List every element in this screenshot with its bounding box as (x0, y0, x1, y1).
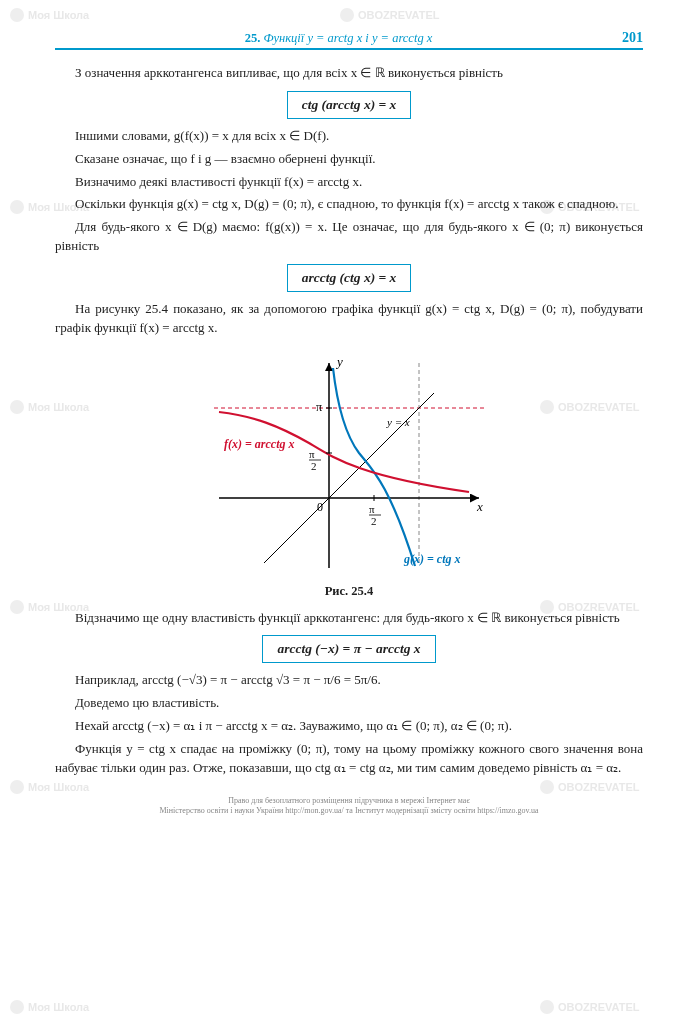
footer-note: Право для безоплатного розміщення підруч… (55, 796, 643, 817)
paragraph: Оскільки функція g(x) = ctg x, D(g) = (0… (55, 195, 643, 214)
header-title-text: Функції y = arctg x і y = arcctg x (263, 31, 432, 45)
paragraph: Функція y = ctg x спадає на проміжку (0;… (55, 740, 643, 778)
paragraph: На рисунку 25.4 показано, як за допомого… (55, 300, 643, 338)
paragraph: Для будь-якого x ∈ D(g) маємо: f(g(x)) =… (55, 218, 643, 256)
chart-svg: y x π π 2 π 2 0 y = x f(x) = arcctg x g(… (209, 348, 489, 578)
y-axis-label: y (335, 354, 343, 369)
footer-line-1: Право для безоплатного розміщення підруч… (55, 796, 643, 806)
formula-box-wrap: arcctg (ctg x) = x (55, 264, 643, 292)
svg-text:0: 0 (317, 500, 323, 514)
g-curve-label: g(x) = ctg x (403, 552, 461, 566)
svg-text:2: 2 (371, 515, 377, 527)
paragraph: Сказане означає, що f і g — взаємно обер… (55, 150, 643, 169)
paragraph: Доведемо цю властивість. (55, 694, 643, 713)
f-curve-label: f(x) = arcctg x (224, 437, 294, 451)
page-header: 25. Функції y = arctg x і y = arcctg x 2… (55, 30, 643, 50)
figure-caption: Рис. 25.4 (55, 584, 643, 599)
svg-text:y = x: y = x (386, 416, 410, 428)
svg-text:π: π (316, 400, 322, 414)
formula-box-wrap: arcctg (−x) = π − arcctg x (55, 635, 643, 663)
paragraph: Відзначимо ще одну властивість функції а… (55, 609, 643, 628)
formula-box-2: arcctg (ctg x) = x (287, 264, 412, 292)
paragraph-example: Наприклад, arcctg (−√3) = π − arcctg √3 … (55, 671, 643, 690)
figure-25-4: y x π π 2 π 2 0 y = x f(x) = arcctg x g(… (55, 348, 643, 578)
paragraph: Нехай arcctg (−x) = α₁ і π − arcctg x = … (55, 717, 643, 736)
formula-box-1: ctg (arcctg x) = x (287, 91, 412, 119)
watermark: OBOZREVATEL (540, 1000, 639, 1014)
svg-text:2: 2 (311, 460, 317, 472)
page-number: 201 (622, 30, 643, 46)
section-number: 25. (245, 31, 264, 45)
header-title: 25. Функції y = arctg x і y = arcctg x (245, 31, 433, 46)
page-content: 25. Функції y = arctg x і y = arcctg x 2… (0, 0, 683, 836)
paragraph: Іншими словами, g(f(x)) = x для всіх x ∈… (55, 127, 643, 146)
svg-text:π: π (369, 503, 375, 515)
formula-box-3: arcctg (−x) = π − arcctg x (262, 635, 435, 663)
paragraph: Визначимо деякі властивості функції f(x)… (55, 173, 643, 192)
watermark: Моя Школа (10, 1000, 89, 1014)
paragraph: З означення арккотангенса випливає, що д… (55, 64, 643, 83)
formula-box-wrap: ctg (arcctg x) = x (55, 91, 643, 119)
svg-text:π: π (309, 448, 315, 460)
footer-line-2: Міністерство освіти і науки України http… (55, 806, 643, 816)
svg-text:x: x (476, 499, 483, 514)
